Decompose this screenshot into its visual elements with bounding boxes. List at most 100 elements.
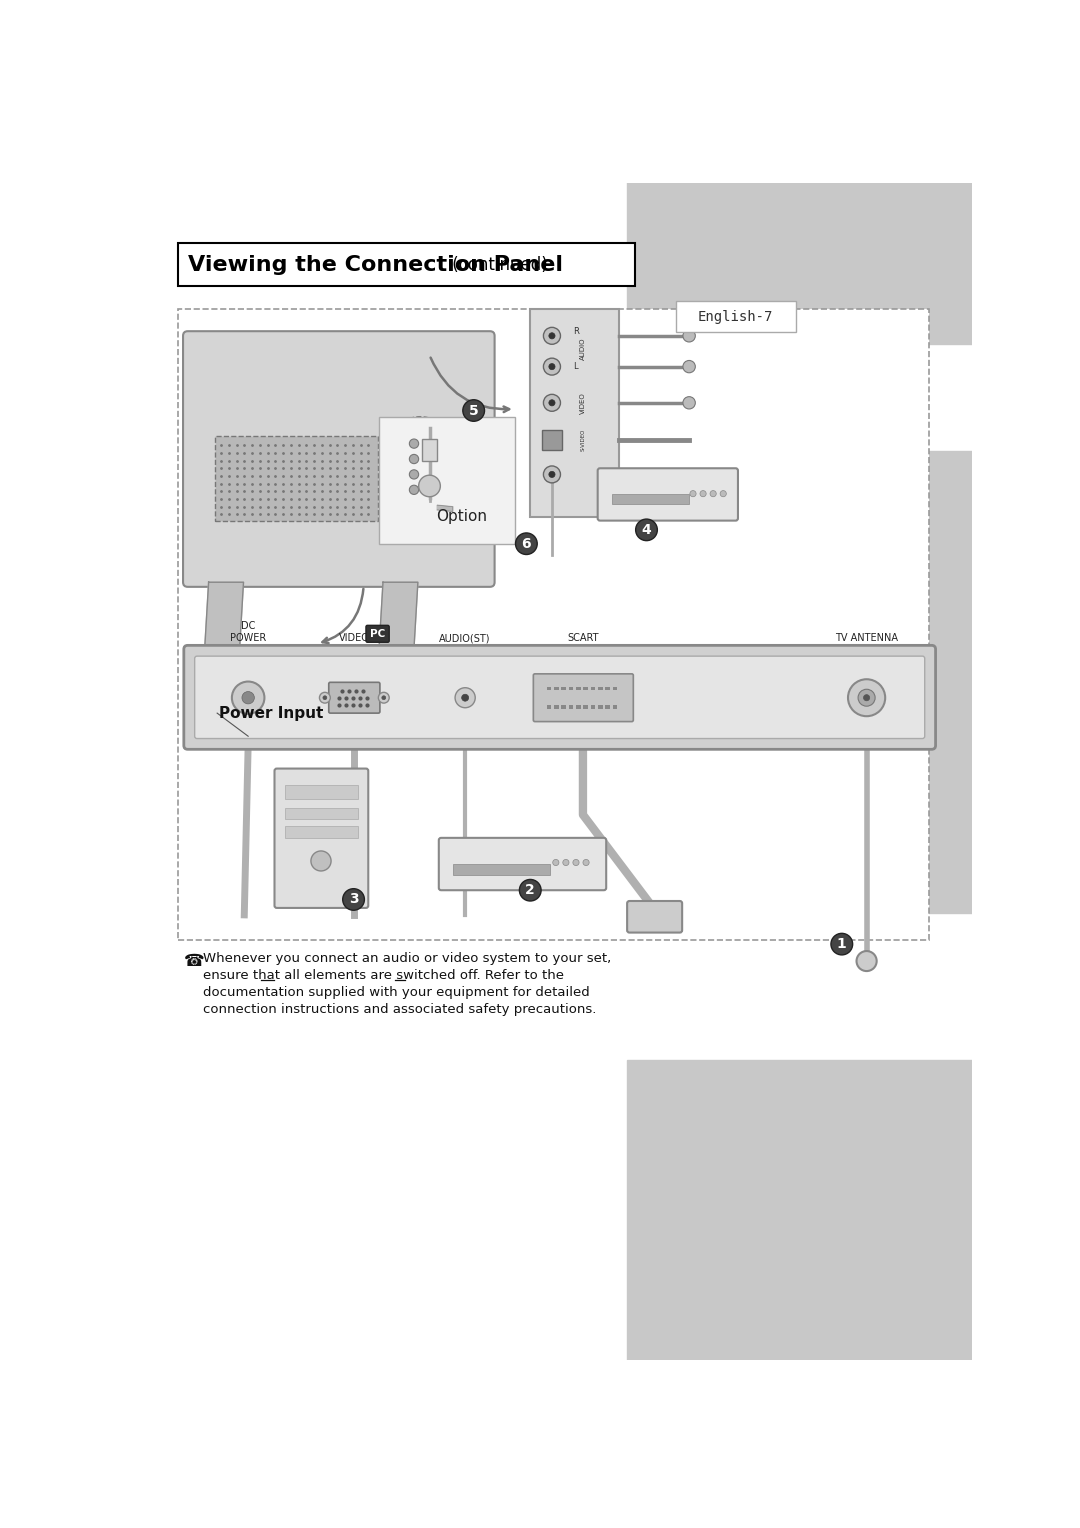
Circle shape: [583, 859, 590, 865]
Bar: [611, 495, 689, 504]
Circle shape: [720, 490, 727, 497]
Circle shape: [859, 689, 875, 706]
Circle shape: [549, 471, 555, 477]
Bar: [422, 439, 437, 460]
Bar: [554, 686, 558, 691]
Circle shape: [382, 695, 386, 700]
Bar: [606, 686, 610, 691]
Circle shape: [553, 859, 559, 865]
Bar: [177, 243, 635, 286]
Text: 1: 1: [837, 937, 847, 950]
Circle shape: [242, 692, 255, 704]
Circle shape: [515, 533, 537, 555]
Text: 2: 2: [525, 883, 535, 897]
Text: VIDEO: VIDEO: [339, 633, 369, 643]
Text: (continued): (continued): [446, 257, 548, 274]
Bar: [177, 309, 930, 940]
Circle shape: [409, 454, 419, 463]
Circle shape: [856, 950, 877, 972]
Text: 3: 3: [349, 892, 359, 906]
Circle shape: [461, 694, 469, 701]
Text: ensure that all elements are switched off. Refer to the: ensure that all elements are switched of…: [203, 969, 564, 983]
Bar: [576, 686, 581, 691]
FancyBboxPatch shape: [534, 674, 633, 721]
Bar: [591, 704, 595, 709]
Bar: [284, 785, 359, 799]
FancyBboxPatch shape: [274, 769, 368, 908]
Text: Viewing the Connection Panel: Viewing the Connection Panel: [189, 255, 564, 275]
Text: SCART: SCART: [567, 633, 598, 643]
Bar: [284, 808, 359, 819]
Circle shape: [543, 394, 561, 411]
Circle shape: [543, 466, 561, 483]
Text: ☎: ☎: [184, 952, 204, 970]
Bar: [627, 451, 972, 914]
Circle shape: [419, 475, 441, 497]
Circle shape: [572, 859, 579, 865]
Circle shape: [683, 397, 696, 410]
Bar: [379, 417, 515, 544]
Circle shape: [549, 364, 555, 370]
Text: Option: Option: [436, 509, 487, 524]
Bar: [598, 704, 603, 709]
Circle shape: [519, 880, 541, 902]
Bar: [627, 1059, 972, 1360]
Text: DC
POWER: DC POWER: [230, 622, 267, 643]
Text: AUDIO: AUDIO: [580, 338, 586, 361]
Circle shape: [831, 934, 852, 955]
FancyBboxPatch shape: [183, 332, 495, 587]
Bar: [554, 704, 558, 709]
Circle shape: [455, 688, 475, 707]
Circle shape: [409, 469, 419, 480]
Circle shape: [409, 486, 419, 495]
Bar: [284, 827, 359, 837]
Polygon shape: [205, 582, 243, 648]
Bar: [215, 435, 378, 521]
Circle shape: [549, 400, 555, 406]
Text: R: R: [572, 327, 579, 336]
Polygon shape: [379, 582, 418, 648]
Text: connection instructions and associated safety precautions.: connection instructions and associated s…: [203, 1002, 596, 1016]
FancyBboxPatch shape: [438, 837, 606, 891]
Bar: [583, 704, 588, 709]
Text: Whenever you connect an audio or video system to your set,: Whenever you connect an audio or video s…: [203, 952, 611, 964]
Circle shape: [543, 327, 561, 344]
Polygon shape: [437, 506, 453, 512]
Text: documentation supplied with your equipment for detailed: documentation supplied with your equipme…: [203, 986, 590, 999]
Circle shape: [463, 400, 485, 422]
Circle shape: [409, 439, 419, 448]
Bar: [591, 686, 595, 691]
Text: L: L: [572, 362, 578, 371]
Bar: [598, 686, 603, 691]
FancyBboxPatch shape: [328, 683, 380, 714]
Circle shape: [549, 333, 555, 339]
Circle shape: [700, 490, 706, 497]
Circle shape: [320, 692, 330, 703]
Text: AUDIO(ST): AUDIO(ST): [440, 633, 491, 643]
Bar: [546, 686, 551, 691]
Text: S-VIDEO: S-VIDEO: [580, 428, 585, 451]
Bar: [530, 309, 619, 516]
Text: 4: 4: [642, 523, 651, 536]
Bar: [606, 704, 610, 709]
Circle shape: [683, 361, 696, 373]
Text: VIDEO: VIDEO: [580, 393, 586, 414]
Circle shape: [323, 695, 327, 700]
Bar: [453, 863, 550, 876]
Circle shape: [378, 692, 389, 703]
Circle shape: [311, 851, 332, 871]
Bar: [562, 686, 566, 691]
Bar: [562, 704, 566, 709]
Bar: [576, 704, 581, 709]
FancyBboxPatch shape: [184, 645, 935, 749]
FancyBboxPatch shape: [597, 468, 738, 521]
Text: English-7: English-7: [698, 310, 773, 324]
Text: TV ANTENNA: TV ANTENNA: [835, 633, 899, 643]
Text: Power Input: Power Input: [218, 706, 323, 721]
Bar: [676, 301, 796, 332]
FancyBboxPatch shape: [366, 625, 389, 642]
FancyBboxPatch shape: [194, 656, 924, 738]
Circle shape: [543, 358, 561, 374]
Circle shape: [683, 330, 696, 342]
Bar: [627, 182, 972, 344]
